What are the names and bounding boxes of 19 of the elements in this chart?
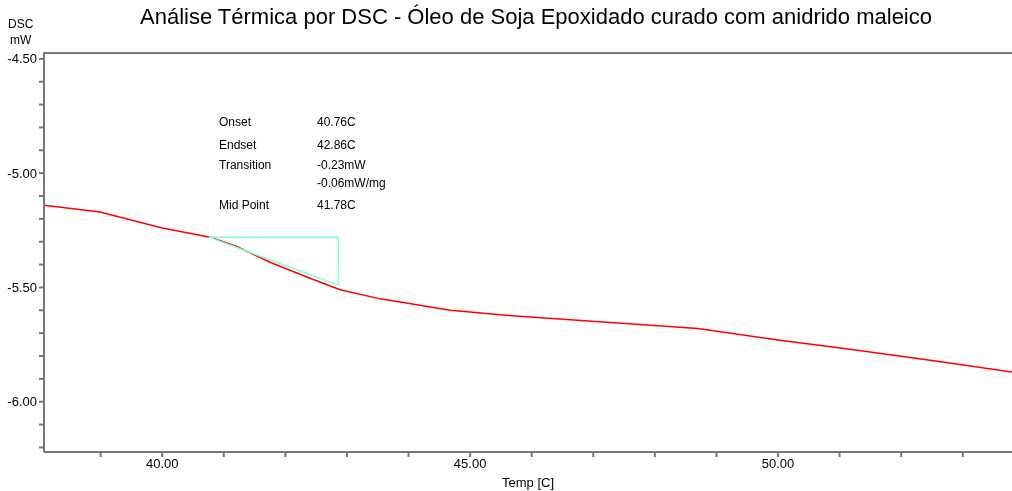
x-tick-label: 40.00 [145, 456, 179, 472]
annotation: Transition [219, 158, 272, 172]
y-axis-title: DSC mW [8, 16, 34, 48]
y-tick-label: -4.50 [7, 51, 37, 67]
x-axis-title: Temp [C] [501, 475, 555, 490]
x-tick-label: 50.00 [761, 456, 795, 472]
annotation: Mid Point [219, 198, 270, 212]
chart-title: Análise Térmica por DSC - Óleo de Soja Epoxidado curado com anidrido maleico [140, 4, 932, 29]
annotation: -0.23mW [317, 158, 366, 172]
annotation: 40.76C [317, 115, 356, 129]
annotation: Onset [219, 115, 252, 129]
annotation: -0.06mW/mg [317, 176, 386, 190]
annotation: Endset [219, 138, 257, 152]
y-tick-label: -5.00 [7, 165, 37, 181]
x-tick-label: 45.00 [453, 456, 487, 472]
annotation: 41.78C [317, 198, 356, 212]
annotation: 42.86C [317, 138, 356, 152]
y-tick-label: -6.00 [7, 394, 37, 410]
y-tick-label: -5.50 [7, 280, 37, 296]
